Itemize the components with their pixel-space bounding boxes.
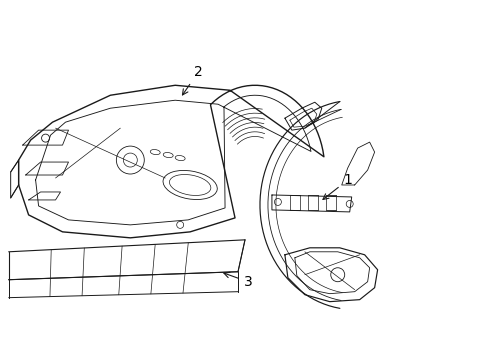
Text: 1: 1 — [322, 173, 351, 199]
Text: 3: 3 — [224, 273, 252, 289]
Text: 2: 2 — [182, 65, 202, 95]
